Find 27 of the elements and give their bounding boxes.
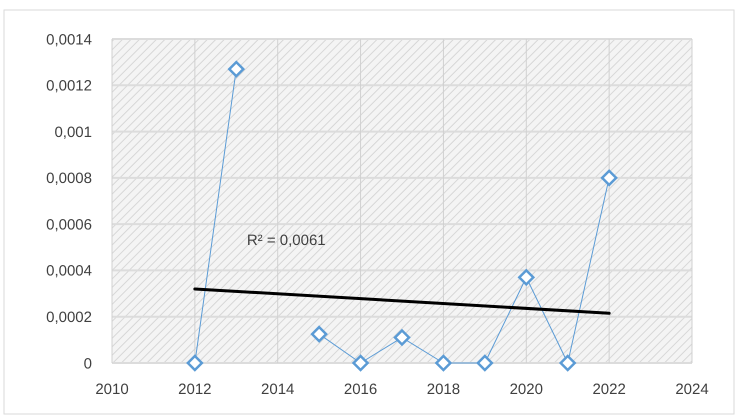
point xyxy=(559,354,576,372)
y-tick-label: 0,0014 xyxy=(46,31,92,48)
x-tick-label: 2022 xyxy=(592,381,626,398)
x-tick-label: 2024 xyxy=(675,381,709,398)
y-tick-label: 0,0004 xyxy=(46,262,92,280)
x-tick-label: 2018 xyxy=(426,381,460,398)
x-tick-label: 2010 xyxy=(95,381,129,398)
x-tick-label: 2012 xyxy=(178,381,212,398)
y-tick-label: 0,0008 xyxy=(46,170,92,188)
x-tick-label: 2016 xyxy=(344,381,378,398)
annotation: R² = 0,0061 xyxy=(246,232,326,249)
point xyxy=(310,326,328,342)
y-tick-label: 0,0006 xyxy=(46,216,92,234)
point xyxy=(518,269,535,286)
point xyxy=(394,329,410,346)
point xyxy=(186,354,204,372)
point xyxy=(228,60,245,78)
x-tick-label: 2014 xyxy=(261,381,294,398)
y-tick-label: 0,001 xyxy=(54,124,92,141)
x-tick-label: 2020 xyxy=(510,381,543,398)
y-tick-label: 0,0002 xyxy=(46,308,92,326)
point xyxy=(435,354,452,372)
point xyxy=(476,354,494,372)
point xyxy=(352,354,369,372)
y-tick-label: 0,0012 xyxy=(46,78,92,95)
point xyxy=(600,170,618,186)
y-tick-label: 0 xyxy=(84,355,92,372)
